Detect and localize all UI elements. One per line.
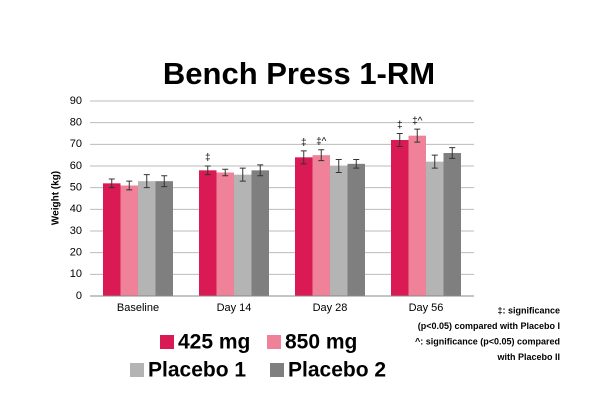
- legend-label: 850 mg: [285, 331, 357, 354]
- error-bar: [257, 164, 264, 177]
- bar: [234, 174, 252, 296]
- y-tick-label: 50: [70, 182, 82, 194]
- bar: [216, 172, 234, 296]
- annotation: ‡: [397, 120, 403, 131]
- error-bar: [335, 159, 342, 173]
- error-bar: [318, 149, 325, 162]
- legend-label: Placebo 1: [148, 359, 246, 382]
- error-bar: [431, 154, 438, 169]
- bar: [347, 163, 365, 296]
- bar: [199, 170, 217, 296]
- annotation: ‡^: [316, 136, 327, 147]
- error-bar: [204, 165, 211, 176]
- footnote: (p<0.05) compared with Placebo I: [418, 321, 560, 331]
- error-bar: [126, 180, 133, 191]
- legend-swatch: [267, 335, 281, 349]
- x-tick-label: Day 28: [313, 302, 348, 314]
- error-bar: [353, 159, 360, 169]
- error-bar: [161, 175, 168, 188]
- annotation: ‡: [205, 153, 211, 164]
- error-bar: [396, 133, 403, 147]
- x-tick-label: Baseline: [117, 302, 159, 314]
- footnote: ‡: significance: [497, 305, 560, 315]
- footnote: with Placebo II: [496, 352, 560, 362]
- legend-swatch: [130, 363, 144, 377]
- annotation: ‡^: [412, 116, 423, 127]
- legend-label: 425 mg: [178, 331, 250, 354]
- bar: [330, 166, 348, 296]
- x-tick-label: Day 56: [409, 302, 444, 314]
- chart-title: Bench Press 1-RM: [163, 56, 435, 91]
- y-tick-label: 0: [76, 290, 82, 302]
- y-tick-label: 90: [70, 95, 82, 107]
- legend-swatch: [160, 335, 174, 349]
- bar: [155, 181, 173, 296]
- y-tick-label: 10: [70, 268, 82, 280]
- error-bar: [449, 147, 456, 159]
- bar: [312, 155, 330, 296]
- footnote: ^: significance (p<0.05) compared: [415, 336, 560, 346]
- error-bar: [222, 168, 229, 177]
- y-axis-label: Weight (kg): [51, 171, 62, 225]
- y-tick-label: 80: [70, 117, 82, 129]
- legend-swatch: [270, 363, 284, 377]
- bar: [426, 161, 444, 296]
- bar: [408, 135, 426, 296]
- bar: [103, 183, 121, 296]
- y-tick-label: 70: [70, 138, 82, 150]
- y-tick-label: 40: [70, 203, 82, 215]
- y-tick-label: 60: [70, 160, 82, 172]
- bar: [391, 140, 409, 296]
- bar: [120, 185, 138, 296]
- error-bar: [108, 178, 115, 189]
- y-tick-label: 20: [70, 247, 82, 259]
- annotation: ‡: [301, 137, 307, 148]
- error-bar: [300, 150, 307, 165]
- bar: [443, 153, 461, 296]
- bar: [251, 170, 269, 296]
- error-bar: [414, 128, 421, 143]
- legend-label: Placebo 2: [288, 359, 386, 382]
- bar: [295, 157, 313, 296]
- bar: [138, 181, 156, 296]
- y-tick-label: 30: [70, 225, 82, 237]
- error-bar: [239, 167, 246, 182]
- x-tick-label: Day 14: [217, 302, 252, 314]
- error-bar: [143, 174, 150, 189]
